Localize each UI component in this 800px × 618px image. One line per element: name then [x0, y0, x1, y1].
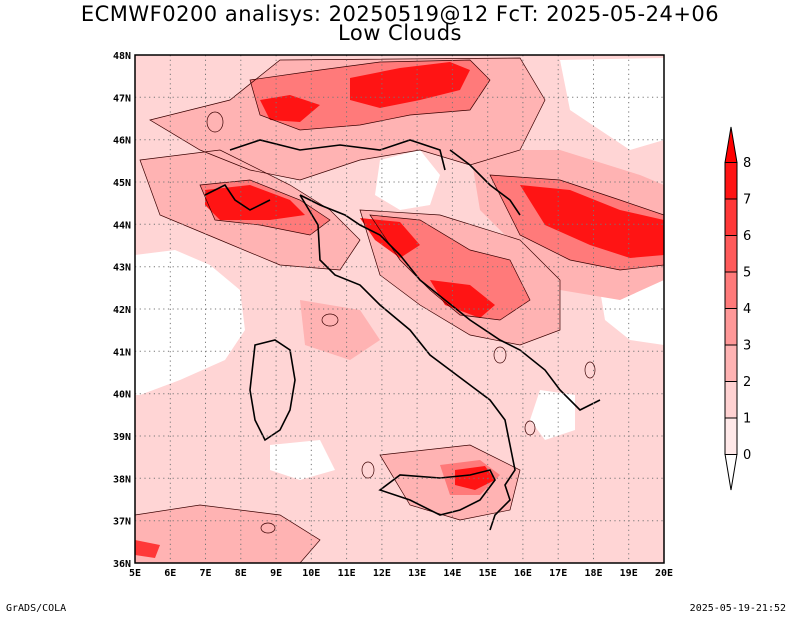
lon-tick-label: 16E [514, 568, 532, 579]
lat-tick-label: 41N [113, 347, 131, 358]
lon-tick-label: 18E [584, 568, 602, 579]
lon-tick-label: 7E [199, 568, 211, 579]
lon-tick-label: 13E [408, 568, 426, 579]
render-timestamp: 2025-05-19-21:52 [689, 603, 786, 614]
colorbar-segment [724, 198, 738, 236]
colorbar-label: 0 [743, 448, 751, 463]
lon-tick-label: 9E [270, 568, 282, 579]
colorbar-label: 1 [743, 412, 751, 427]
colorbar-segment [724, 381, 738, 419]
colorbar-label: 3 [743, 339, 751, 354]
cloud-field [135, 57, 664, 563]
map-subtitle: Low Clouds [338, 21, 462, 45]
lat-tick-label: 39N [113, 432, 131, 443]
lat-tick-label: 38N [113, 474, 131, 485]
colorbar-label: 6 [743, 229, 751, 244]
colorbar-label: 5 [743, 266, 751, 281]
lat-tick-label: 42N [113, 305, 131, 316]
map-frame [134, 54, 665, 564]
lat-tick-label: 48N [113, 51, 131, 62]
lon-tick-label: 6E [164, 568, 176, 579]
lat-tick-label: 43N [113, 263, 131, 274]
lon-tick-label: 14E [443, 568, 461, 579]
software-credit: GrADS/COLA [6, 603, 67, 614]
lon-tick-label: 19E [620, 568, 638, 579]
lat-tick-label: 45N [113, 178, 131, 189]
lon-axis: 5E 6E 7E 8E 9E 10E 11E 12E 13E 14E 15E 1… [129, 568, 673, 579]
colorbar-label: 4 [743, 302, 751, 317]
lon-tick-label: 20E [655, 568, 673, 579]
lon-tick-label: 11E [338, 568, 356, 579]
lat-tick-label: 46N [113, 136, 131, 147]
colorbar-segment [724, 235, 738, 273]
lon-tick-label: 10E [302, 568, 320, 579]
colorbar-label: 8 [743, 156, 751, 171]
lat-tick-label: 40N [113, 390, 131, 401]
colorbar-label: 2 [743, 375, 751, 390]
lon-tick-label: 8E [235, 568, 247, 579]
map-title: ECMWF0200 analisys: 20250519@12 FcT: 202… [80, 2, 720, 26]
lat-tick-label: 37N [113, 517, 131, 528]
map-gridlines [135, 55, 664, 563]
colorbar-label: 7 [743, 193, 751, 208]
lon-tick-label: 15E [479, 568, 497, 579]
lat-tick-label: 47N [113, 93, 131, 104]
lon-tick-label: 5E [129, 568, 141, 579]
colorbar-segment [724, 417, 738, 455]
colorbar: 0 1 2 3 4 5 6 7 8 [724, 126, 751, 491]
lon-tick-label: 12E [373, 568, 391, 579]
colorbar-segment [724, 308, 738, 346]
lon-tick-label: 17E [549, 568, 567, 579]
lat-tick-label: 36N [113, 559, 131, 570]
colorbar-segment [724, 162, 738, 200]
lat-axis: 36N 37N 38N 39N 40N 41N 42N 43N 44N 45N … [113, 51, 131, 570]
colorbar-segment [724, 271, 738, 309]
colorbar-segment [724, 344, 738, 382]
lat-tick-label: 44N [113, 220, 131, 231]
